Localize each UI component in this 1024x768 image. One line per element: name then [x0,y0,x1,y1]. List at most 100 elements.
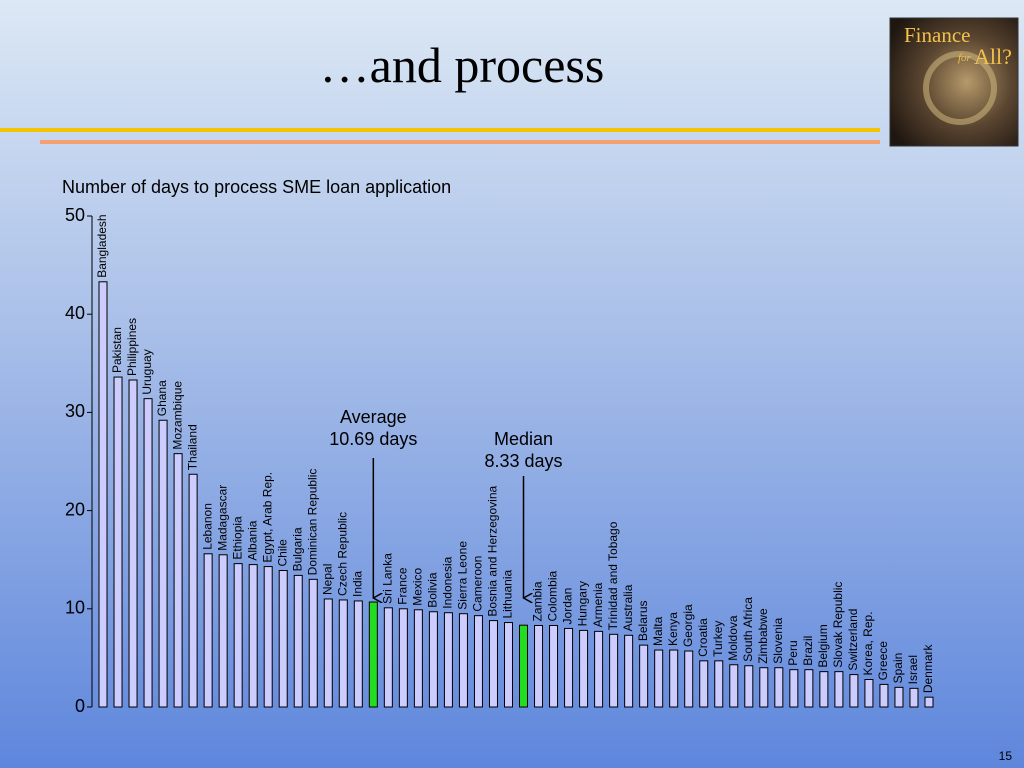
x-tick-label: Cameroon [471,556,485,612]
x-tick-label: Armenia [591,582,605,627]
x-tick-label: Dominican Republic [305,469,319,576]
bar [654,649,664,708]
bar [428,611,438,708]
x-tick-label: Bolivia [426,572,440,608]
x-tick-label: Turkey [711,621,725,657]
x-tick-label: Belgium [816,624,830,667]
x-tick-label: Lithuania [501,570,515,619]
bar [909,687,919,708]
bar [413,609,423,708]
bar [729,664,739,708]
bar [684,650,694,708]
x-tick-label: Bulgaria [290,527,304,571]
x-tick-label: Philippines [125,318,139,376]
y-tick-label: 20 [65,499,85,519]
bar [879,683,889,708]
x-tick-label: Chile [275,539,289,567]
bar [744,665,754,708]
x-tick-label: Kenya [666,612,680,646]
y-tick-label: 10 [65,598,85,618]
x-tick-label: Albania [245,520,259,560]
x-tick-label: India [350,571,364,597]
x-tick-label: Malta [651,616,665,646]
x-tick-label: Ghana [155,380,169,416]
annotation: 10.69 days [329,429,417,449]
bar [383,607,393,708]
x-tick-label: Zambia [531,581,545,621]
bar [579,629,589,708]
x-tick-label: Brazil [801,636,815,666]
x-tick-label: Slovak Republic [831,582,845,668]
bar [173,453,183,708]
bar [789,669,799,708]
logo-vault [923,51,997,125]
logo-text: Finance [904,23,970,47]
x-tick-label: Colombia [546,570,560,621]
y-tick-label: 50 [65,205,85,225]
bar [278,570,288,708]
x-tick-label: Jordan [561,588,575,625]
x-tick-label: Sri Lanka [381,553,395,604]
x-tick-label: Uruguay [140,349,154,394]
bar [624,634,634,708]
bar [714,660,724,708]
x-tick-label: Peru [786,640,800,665]
rule-orange [40,140,880,144]
bar [894,686,904,708]
rule-yellow [0,128,880,132]
bar [323,598,333,708]
x-tick-label: Pakistan [110,327,124,373]
bar [218,554,228,708]
x-tick-label: Egypt, Arab Rep. [260,472,274,563]
bar [143,398,153,708]
bar [488,620,498,708]
x-tick-label: Mozambique [170,381,184,450]
x-tick-label: Lebanon [200,503,214,550]
bar [368,601,378,708]
x-tick-label: France [396,567,410,605]
x-tick-label: Spain [891,653,905,684]
bar [819,671,829,708]
x-tick-label: Bangladesh [95,214,109,277]
bar [98,281,108,708]
x-tick-label: Israel [906,655,920,684]
chart-title: Number of days to process SME loan appli… [62,177,451,197]
bar [639,644,649,708]
bar [774,667,784,708]
x-tick-label: Denmark [921,644,935,694]
bar [864,679,874,708]
x-tick-label: Indonesia [441,556,455,608]
bar [759,667,769,708]
logo: Finance for All? [889,17,1019,147]
x-tick-label: Korea, Rep. [861,611,875,675]
x-tick-label: Switzerland [846,609,860,671]
bar [158,419,168,708]
bar [128,379,138,708]
bar [188,473,198,708]
x-tick-label: Czech Republic [335,512,349,596]
bar [458,613,468,708]
bar [519,624,529,708]
bar [503,622,513,708]
x-tick-label: Hungary [576,581,590,626]
bar [549,624,559,708]
x-tick-label: Mexico [411,567,425,605]
bar [338,599,348,708]
logo-text: All? [974,44,1012,69]
bar [113,376,123,708]
x-tick-label: Nepal [320,564,334,595]
slide-number: 15 [999,749,1013,763]
bar [398,608,408,708]
x-tick-label: Moldova [726,615,740,661]
logo-text: for [958,52,972,64]
x-tick-label: Thailand [185,424,199,470]
x-tick-label: Greece [876,641,890,681]
bar [534,624,544,708]
bar [924,696,934,708]
x-tick-label: Slovenia [771,617,785,663]
bar [443,612,453,708]
bar [699,660,709,708]
x-tick-label: Madagascar [215,485,229,551]
bar [669,649,679,708]
